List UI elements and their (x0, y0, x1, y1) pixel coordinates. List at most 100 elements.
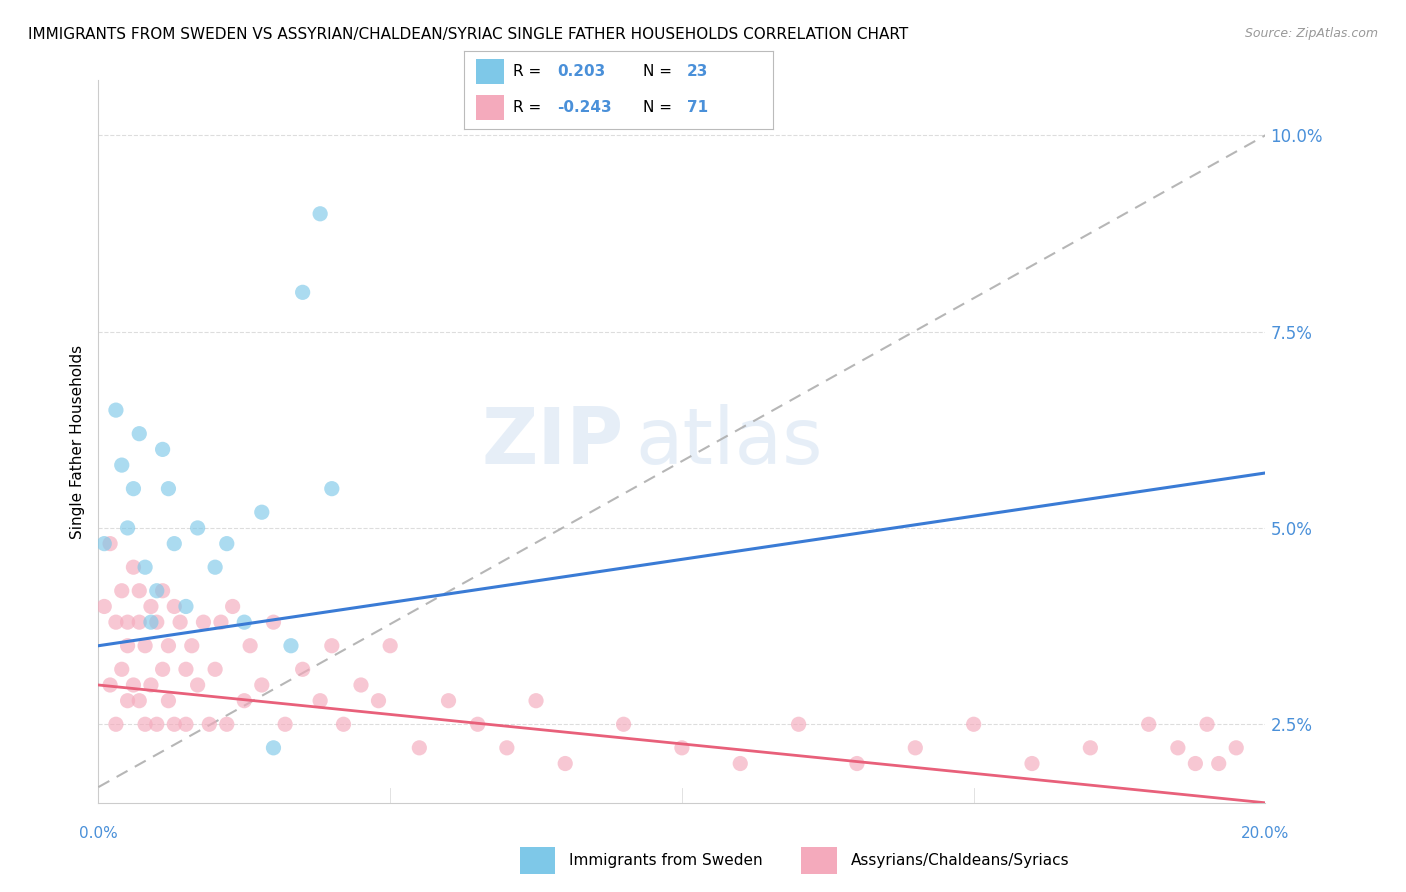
Point (496, 740, 519, 755)
Point (139, 615, 162, 630)
Point (187, 678, 209, 692)
Point (309, 694, 332, 708)
Point (904, 740, 927, 755)
Point (157, 639, 180, 653)
Point (262, 740, 284, 755)
Point (1167, 740, 1189, 755)
Point (128, 694, 150, 708)
Point (111, 583, 134, 598)
Point (215, 717, 238, 731)
Point (111, 662, 134, 676)
Bar (477, 95, 505, 120)
Point (1021, 756, 1043, 771)
Point (174, 599, 197, 614)
Bar (520, 847, 555, 874)
Point (111, 458, 134, 472)
Point (146, 717, 169, 731)
Point (221, 599, 243, 614)
Point (93, 536, 115, 550)
Point (262, 615, 284, 630)
Text: ZIP: ZIP (481, 403, 624, 480)
Point (128, 426, 150, 441)
Text: N =: N = (644, 63, 678, 78)
Point (250, 505, 273, 519)
Point (152, 662, 174, 676)
Point (122, 678, 145, 692)
Point (128, 583, 150, 598)
Point (274, 717, 297, 731)
Point (787, 717, 810, 731)
Point (321, 482, 343, 496)
Point (380, 639, 402, 653)
Text: atlas: atlas (636, 403, 823, 480)
Point (146, 583, 169, 598)
Point (1208, 756, 1230, 771)
Point (146, 615, 169, 630)
Text: IMMIGRANTS FROM SWEDEN VS ASSYRIAN/CHALDEAN/SYRIAC SINGLE FATHER HOUSEHOLDS CORR: IMMIGRANTS FROM SWEDEN VS ASSYRIAN/CHALD… (28, 27, 908, 42)
Point (139, 678, 162, 692)
Point (169, 615, 191, 630)
Point (128, 615, 150, 630)
Point (612, 717, 634, 731)
Point (174, 717, 197, 731)
Point (367, 694, 389, 708)
Point (163, 536, 186, 550)
Point (204, 560, 226, 574)
Point (1195, 717, 1218, 731)
Point (180, 639, 202, 653)
Point (1184, 756, 1206, 771)
Point (152, 442, 174, 457)
Point (408, 740, 430, 755)
Point (309, 207, 332, 221)
Point (134, 717, 156, 731)
Bar (801, 847, 837, 874)
Text: 20.0%: 20.0% (1241, 825, 1289, 840)
Point (98, 536, 121, 550)
Point (139, 599, 162, 614)
Point (163, 599, 186, 614)
Point (846, 756, 869, 771)
Point (233, 694, 256, 708)
Point (280, 639, 302, 653)
Point (204, 662, 226, 676)
Point (291, 662, 314, 676)
Point (157, 482, 180, 496)
Point (163, 717, 186, 731)
Point (467, 717, 489, 731)
Point (671, 740, 693, 755)
Point (332, 717, 354, 731)
Point (98, 678, 121, 692)
Point (215, 536, 238, 550)
Point (134, 560, 156, 574)
Text: 23: 23 (686, 63, 709, 78)
Point (104, 717, 127, 731)
Point (134, 639, 156, 653)
Point (250, 678, 273, 692)
Text: Assyrians/Chaldeans/Syriacs: Assyrians/Chaldeans/Syriacs (851, 854, 1069, 868)
Point (962, 717, 984, 731)
Text: 0.0%: 0.0% (79, 825, 118, 840)
Point (1225, 740, 1247, 755)
Point (291, 285, 314, 300)
Text: Source: ZipAtlas.com: Source: ZipAtlas.com (1244, 27, 1378, 40)
Point (122, 560, 145, 574)
Bar (477, 59, 505, 84)
Text: 0.203: 0.203 (557, 63, 605, 78)
Point (233, 615, 256, 630)
Point (104, 403, 127, 417)
Point (117, 521, 139, 535)
Point (350, 678, 373, 692)
Point (174, 662, 197, 676)
Point (193, 615, 215, 630)
Text: N =: N = (644, 100, 678, 115)
Point (117, 615, 139, 630)
Text: 71: 71 (686, 100, 707, 115)
Point (198, 717, 221, 731)
Point (117, 639, 139, 653)
Point (209, 615, 232, 630)
Text: -0.243: -0.243 (557, 100, 612, 115)
Point (93, 599, 115, 614)
Point (187, 521, 209, 535)
Point (117, 694, 139, 708)
Point (554, 756, 576, 771)
